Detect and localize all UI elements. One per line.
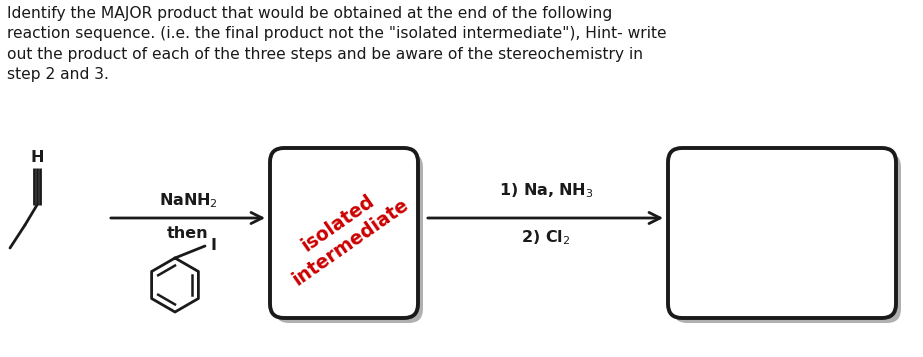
Text: 1) Na, NH$_3$: 1) Na, NH$_3$ <box>498 181 593 200</box>
FancyBboxPatch shape <box>270 148 418 318</box>
FancyBboxPatch shape <box>275 153 423 323</box>
Text: Identify the MAJOR product that would be obtained at the end of the following
re: Identify the MAJOR product that would be… <box>7 6 666 82</box>
Text: then: then <box>167 226 209 241</box>
Text: isolated
intermediate: isolated intermediate <box>276 176 413 290</box>
Text: 2) Cl$_2$: 2) Cl$_2$ <box>521 228 570 247</box>
Text: I: I <box>210 238 216 253</box>
FancyBboxPatch shape <box>668 148 896 318</box>
Text: H: H <box>30 151 43 166</box>
Text: NaNH$_2$: NaNH$_2$ <box>159 191 217 210</box>
FancyBboxPatch shape <box>673 153 901 323</box>
